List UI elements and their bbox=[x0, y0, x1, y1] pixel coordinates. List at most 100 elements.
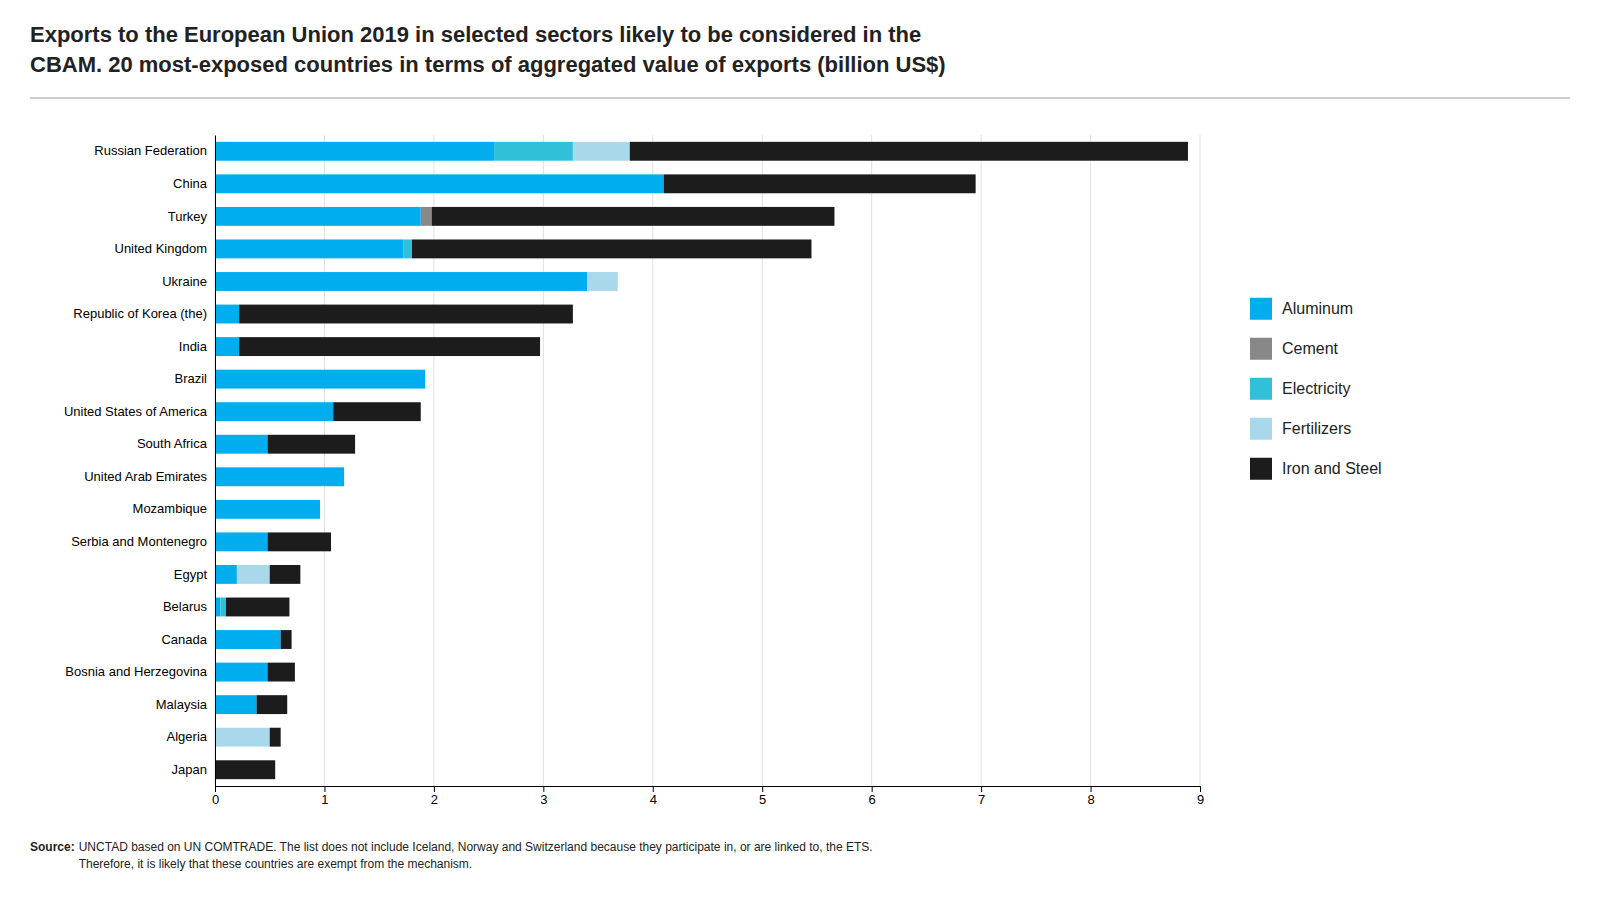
tick-label: 7 bbox=[978, 792, 985, 807]
y-tick: Malaysia bbox=[156, 697, 208, 712]
tick-label: Belarus bbox=[163, 599, 208, 614]
tick-mark bbox=[1200, 786, 1201, 792]
legend-item: Iron and Steel bbox=[1250, 458, 1382, 480]
y-tick: Egypt bbox=[174, 567, 208, 582]
x-tick: 0 bbox=[212, 786, 219, 807]
bar bbox=[344, 467, 345, 486]
bar bbox=[268, 435, 356, 454]
bar bbox=[220, 598, 225, 617]
grid-line bbox=[871, 135, 872, 786]
bar bbox=[344, 467, 345, 486]
grid-line bbox=[1200, 135, 1201, 786]
grid-line bbox=[981, 135, 982, 786]
y-tick: Republic of Korea (the) bbox=[73, 306, 207, 321]
y-tick: Ukraine bbox=[162, 274, 207, 289]
tick-label: Russian Federation bbox=[94, 143, 207, 158]
tick-label: 4 bbox=[650, 792, 657, 807]
bar bbox=[215, 500, 320, 519]
source-line: Therefore, it is likely that these count… bbox=[79, 857, 473, 871]
tick-label: 5 bbox=[759, 792, 766, 807]
grid-line bbox=[762, 135, 763, 786]
legend: AluminumCementElectricityFertilizersIron… bbox=[1250, 298, 1382, 480]
tick-label: Canada bbox=[161, 632, 207, 647]
bar bbox=[215, 174, 664, 193]
tick-mark bbox=[872, 786, 873, 792]
tick-mark bbox=[324, 786, 325, 792]
y-tick: Serbia and Montenegro bbox=[71, 534, 207, 549]
bar bbox=[412, 239, 811, 258]
y-tick: Belarus bbox=[163, 599, 208, 614]
tick-label: 1 bbox=[321, 792, 328, 807]
tick-label: United Arab Emirates bbox=[84, 469, 207, 484]
bar bbox=[239, 337, 540, 356]
legend-swatch bbox=[1250, 298, 1272, 320]
grid-line bbox=[1090, 135, 1091, 786]
y-tick: South Africa bbox=[137, 436, 208, 451]
bar bbox=[494, 142, 573, 161]
bar bbox=[237, 565, 270, 584]
bar bbox=[215, 532, 268, 551]
legend-swatch bbox=[1250, 458, 1272, 480]
bar bbox=[268, 663, 295, 682]
bar bbox=[215, 337, 239, 356]
tick-mark bbox=[762, 786, 763, 792]
tick-mark bbox=[1091, 786, 1092, 792]
legend-label: Cement bbox=[1282, 340, 1339, 357]
bar bbox=[215, 565, 237, 584]
bars bbox=[215, 142, 1188, 779]
series bbox=[215, 142, 664, 714]
y-tick: United Kingdom bbox=[115, 241, 208, 256]
bar bbox=[320, 500, 321, 519]
grid-line bbox=[324, 135, 325, 786]
tick-label: Algeria bbox=[167, 729, 208, 744]
legend-item: Aluminum bbox=[1250, 298, 1353, 320]
bar bbox=[215, 695, 257, 714]
tick-label: Egypt bbox=[174, 567, 208, 582]
y-tick: India bbox=[179, 339, 208, 354]
tick-mark bbox=[981, 786, 982, 792]
y-tick: Japan bbox=[172, 762, 207, 777]
bar bbox=[226, 598, 289, 617]
source-text: UNCTAD based on UN COMTRADE. The list do… bbox=[79, 840, 873, 871]
grid-line bbox=[433, 135, 434, 786]
x-tick: 4 bbox=[650, 786, 657, 807]
tick-label: South Africa bbox=[137, 436, 208, 451]
bar bbox=[664, 174, 976, 193]
bar bbox=[215, 142, 494, 161]
tick-label: 8 bbox=[1087, 792, 1094, 807]
y-tick: United Arab Emirates bbox=[84, 469, 207, 484]
bar bbox=[215, 435, 268, 454]
tick-label: India bbox=[179, 339, 208, 354]
bar bbox=[344, 467, 345, 486]
tick-label: China bbox=[173, 176, 208, 191]
source-line: UNCTAD based on UN COMTRADE. The list do… bbox=[79, 840, 873, 854]
tick-label: United Kingdom bbox=[115, 241, 208, 256]
x-tick: 7 bbox=[978, 786, 985, 807]
tick-label: Bosnia and Herzegovina bbox=[65, 664, 207, 679]
tick-label: 2 bbox=[431, 792, 438, 807]
x-tick: 6 bbox=[869, 786, 876, 807]
bar bbox=[344, 467, 345, 486]
x-tick: 2 bbox=[431, 786, 438, 807]
axis-domain bbox=[216, 787, 1201, 793]
y-tick: Algeria bbox=[167, 729, 208, 744]
series bbox=[215, 142, 1188, 779]
tick-mark bbox=[434, 786, 435, 792]
y-tick: Russian Federation bbox=[94, 143, 207, 158]
x-tick: 9 bbox=[1197, 786, 1204, 807]
x-tick: 3 bbox=[540, 786, 547, 807]
y-axis: Russian Federation China Turkey United King… bbox=[64, 136, 216, 787]
bar bbox=[432, 207, 835, 226]
bar bbox=[268, 532, 331, 551]
series bbox=[421, 207, 432, 226]
bar bbox=[270, 728, 281, 747]
tick-label: 9 bbox=[1197, 792, 1204, 807]
legend-swatch bbox=[1250, 418, 1272, 440]
x-tick: 8 bbox=[1087, 786, 1094, 807]
separator bbox=[30, 98, 1570, 99]
y-tick: Brazil bbox=[174, 371, 207, 386]
legend-label: Fertilizers bbox=[1282, 420, 1351, 437]
bar bbox=[215, 370, 425, 389]
bar bbox=[617, 272, 618, 291]
y-tick: Turkey bbox=[168, 209, 208, 224]
